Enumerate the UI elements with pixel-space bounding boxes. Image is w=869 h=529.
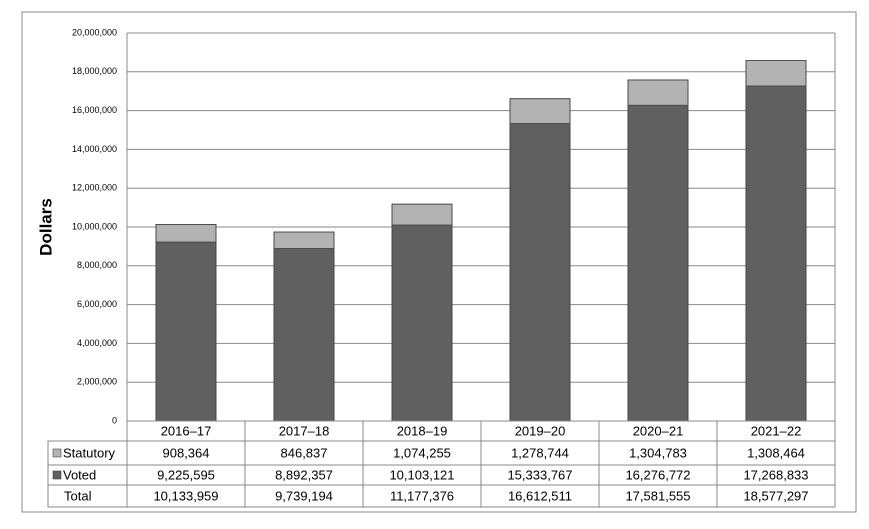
y-tick-label: 4,000,000 bbox=[77, 338, 117, 348]
y-tick-label: 20,000,000 bbox=[72, 27, 117, 37]
x-tick-label: 2018–19 bbox=[397, 423, 448, 438]
x-tick-label: 2016–17 bbox=[161, 423, 212, 438]
table-cell: 908,364 bbox=[163, 445, 210, 460]
table-cell: 16,612,511 bbox=[508, 488, 572, 503]
bar-segment bbox=[627, 104, 689, 422]
table-cell: 8,892,357 bbox=[275, 467, 333, 482]
table-cell: 1,074,255 bbox=[393, 445, 451, 460]
table-row-label: Total bbox=[64, 488, 92, 503]
legend-label: Statutory bbox=[63, 445, 116, 460]
table-cell: 15,333,767 bbox=[507, 467, 572, 482]
y-tick-label: 10,000,000 bbox=[72, 221, 117, 231]
y-tick-label: 0 bbox=[112, 415, 117, 425]
bar-segment bbox=[509, 123, 571, 422]
y-tick-label: 16,000,000 bbox=[72, 105, 117, 115]
y-tick-label: 18,000,000 bbox=[72, 66, 117, 76]
table-cell: 1,304,783 bbox=[629, 445, 687, 460]
bar-segment bbox=[273, 248, 335, 422]
legend-label: Voted bbox=[63, 467, 96, 482]
frame bbox=[21, 11, 857, 513]
bar-segment bbox=[391, 224, 453, 422]
table-cell: 10,133,959 bbox=[153, 488, 218, 503]
bar-segment bbox=[627, 79, 689, 106]
table-cell: 18,577,297 bbox=[743, 488, 808, 503]
x-tick-label: 2017–18 bbox=[279, 423, 330, 438]
x-tick-label: 2021–22 bbox=[751, 423, 802, 438]
y-tick-label: 2,000,000 bbox=[77, 377, 117, 387]
bar-segment bbox=[155, 224, 217, 243]
y-axis-label: Dollars bbox=[36, 198, 55, 256]
table-cell: 9,225,595 bbox=[157, 467, 215, 482]
bar-segment bbox=[391, 203, 453, 226]
table-cell: 1,308,464 bbox=[747, 445, 805, 460]
table-cell: 17,581,555 bbox=[625, 488, 690, 503]
y-tick-label: 6,000,000 bbox=[77, 299, 117, 309]
y-tick-label: 8,000,000 bbox=[77, 260, 117, 270]
bar-segment bbox=[155, 241, 217, 422]
table-cell: 10,103,121 bbox=[389, 467, 454, 482]
table-cell: 16,276,772 bbox=[625, 467, 690, 482]
table-cell: 9,739,194 bbox=[275, 488, 333, 503]
table-cell: 1,278,744 bbox=[511, 445, 569, 460]
table-cell: 11,177,376 bbox=[390, 488, 454, 503]
y-tick-label: 14,000,000 bbox=[72, 144, 117, 154]
bar-segment bbox=[745, 85, 807, 422]
bar-segment bbox=[273, 231, 335, 249]
x-tick-label: 2019–20 bbox=[515, 423, 566, 438]
y-tick-label: 12,000,000 bbox=[72, 183, 117, 193]
legend-swatch bbox=[52, 448, 62, 458]
table-cell: 17,268,833 bbox=[743, 467, 808, 482]
x-tick-label: 2020–21 bbox=[633, 423, 684, 438]
legend-swatch bbox=[52, 470, 62, 480]
bar-segment bbox=[509, 98, 571, 124]
bar-segment bbox=[745, 60, 807, 87]
table-cell: 846,837 bbox=[281, 445, 328, 460]
